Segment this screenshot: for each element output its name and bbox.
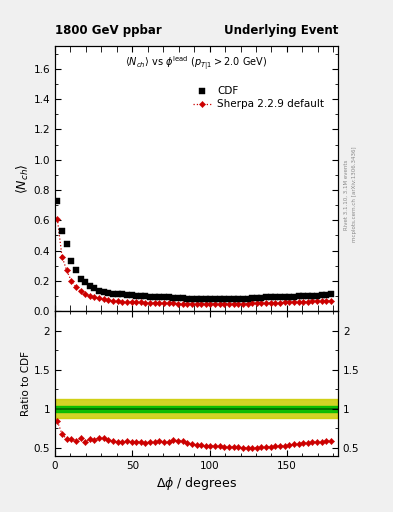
Text: Underlying Event: Underlying Event <box>224 24 338 37</box>
CDF <box>125 292 129 298</box>
Sherpa 2.2.9 default <box>134 299 139 305</box>
Text: 1800 GeV ppbar: 1800 GeV ppbar <box>55 24 162 37</box>
Line: Sherpa 2.2.9 default: Sherpa 2.2.9 default <box>55 217 333 306</box>
Sherpa 2.2.9 default <box>143 300 148 306</box>
CDF <box>231 296 236 302</box>
Legend: CDF, Sherpa 2.2.9 default: CDF, Sherpa 2.2.9 default <box>190 83 327 113</box>
CDF <box>329 291 333 297</box>
Y-axis label: Ratio to CDF: Ratio to CDF <box>21 351 31 416</box>
Sherpa 2.2.9 default <box>176 301 180 307</box>
CDF <box>101 289 106 295</box>
CDF <box>185 296 189 302</box>
Sherpa 2.2.9 default <box>329 298 333 304</box>
Y-axis label: $\langle N_{ch}\rangle$: $\langle N_{ch}\rangle$ <box>15 163 31 194</box>
Sherpa 2.2.9 default <box>101 296 106 303</box>
Sherpa 2.2.9 default <box>148 300 152 306</box>
Bar <box>55 406 338 412</box>
X-axis label: $\Delta\phi$ / degrees: $\Delta\phi$ / degrees <box>156 475 237 492</box>
CDF <box>134 293 139 299</box>
Line: CDF: CDF <box>55 198 334 302</box>
Sherpa 2.2.9 default <box>231 301 236 307</box>
CDF <box>148 294 152 300</box>
Text: mcplots.cern.ch [arXiv:1306.3436]: mcplots.cern.ch [arXiv:1306.3436] <box>352 147 357 242</box>
Text: Rivet 3.1.10, 3.1M events: Rivet 3.1.10, 3.1M events <box>344 159 349 230</box>
CDF <box>55 198 60 204</box>
Sherpa 2.2.9 default <box>125 298 129 305</box>
Text: $\langle N_{ch}\rangle$ vs $\phi^{\rm lead}$ ($p_{T|1} > 2.0$ GeV): $\langle N_{ch}\rangle$ vs $\phi^{\rm le… <box>125 54 268 72</box>
Bar <box>55 399 338 418</box>
CDF <box>143 293 148 299</box>
Sherpa 2.2.9 default <box>55 216 60 222</box>
